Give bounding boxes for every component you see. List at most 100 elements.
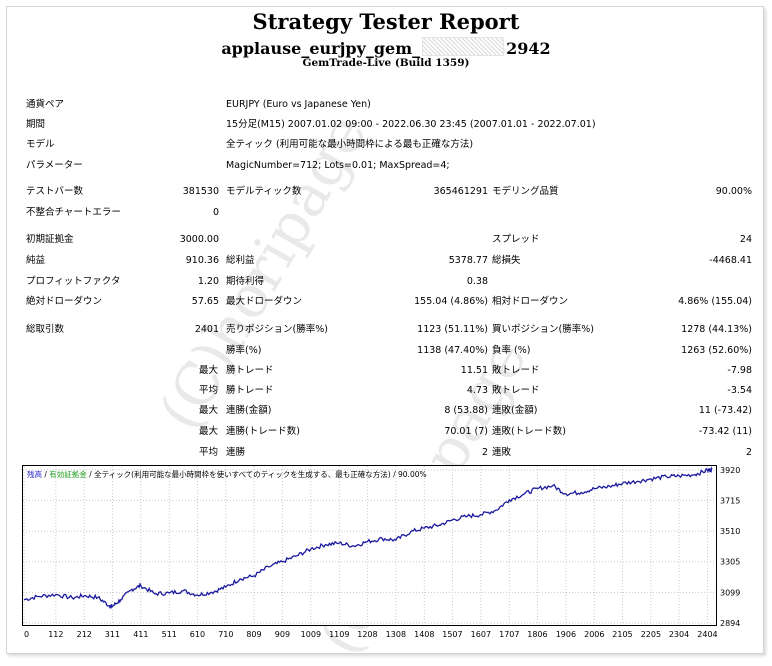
loss-rate-value: 1263 (52.60%) [681, 345, 752, 356]
win-rate-label: 勝率(%) [226, 345, 262, 356]
x-tick-label: 2205 [641, 630, 661, 639]
cons-losses-amount-label: 連敗(金額) [492, 405, 538, 416]
gross-profit-value: 5378.77 [448, 255, 488, 266]
avg-win-value: 4.73 [466, 385, 488, 396]
legend-model: 全ティック(利用可能な最小時間枠を使いすべてのティックを生成する、最も正確な方法… [94, 469, 391, 479]
period-value: 15分足(M15) 2007.01.02 09:00 - 2022.06.30 … [226, 119, 596, 130]
redaction-box [422, 37, 505, 56]
x-tick-label: 411 [133, 630, 148, 639]
relative-drawdown-value: 4.86% (155.04) [678, 296, 752, 307]
cons-losses-count-value: -73.42 (11) [698, 426, 752, 437]
legend-separator: / [42, 470, 49, 479]
x-tick-label: 2105 [612, 630, 632, 639]
x-tick-label: 1507 [442, 630, 462, 639]
x-tick-label: 1208 [357, 630, 377, 639]
avg-cons-wins-value: 2 [481, 447, 488, 458]
total-trades-value: 2401 [194, 324, 219, 335]
x-tick-label: 809 [246, 630, 261, 639]
x-tick-label: 1707 [499, 630, 519, 639]
x-tick-label: 311 [105, 630, 120, 639]
x-tick-label: 0 [24, 630, 29, 639]
loss-rate-label: 負率 (%) [492, 345, 531, 356]
net-profit-label: 純益 [26, 255, 46, 266]
cons-wins-amount-value: 8 (53.88) [444, 405, 488, 416]
balance-chart: 3920 3715 3510 3305 3099 2894 0 112 212 311 411 511… [22, 465, 740, 639]
plot-area [22, 465, 717, 626]
y-tick-label: 3305 [720, 558, 740, 567]
avg-cons-wins-label: 連勝 [226, 447, 246, 458]
max-drawdown-value: 155.04 (4.86%) [414, 296, 488, 307]
cons-losses-count-label: 連敗(トレード数) [492, 426, 566, 437]
x-tick-label: 511 [162, 630, 177, 639]
profit-factor-value: 1.20 [197, 276, 219, 287]
spread-value: 24 [739, 234, 752, 245]
x-tick-label: 1607 [471, 630, 491, 639]
symbol-value: EURJPY (Euro vs Japanese Yen) [226, 99, 371, 110]
x-tick-label: 2404 [697, 630, 717, 639]
average-prefix: 平均 [198, 447, 218, 458]
subtitle-suffix: 2942 [506, 39, 551, 58]
report-subtitle: applause_eurjpy_gem_ 2942 [0, 37, 772, 58]
gross-loss-label: 総損失 [492, 255, 521, 266]
avg-cons-losses-value: 2 [745, 447, 752, 458]
y-tick-label: 3715 [720, 497, 740, 506]
deposit-label: 初期証拠金 [26, 234, 74, 245]
long-positions-value: 1278 (44.13%) [681, 324, 752, 335]
mismatch-label: 不整合チャートエラー [26, 207, 121, 218]
y-tick-label: 2894 [720, 619, 740, 628]
gross-loss-value: -4468.41 [709, 255, 752, 266]
total-trades-label: 総取引数 [26, 324, 65, 335]
win-rate-value: 1138 (47.40%) [417, 345, 488, 356]
legend-equity: 有効証拠金 [49, 469, 87, 479]
legend-quality: 90.00% [398, 470, 427, 479]
max-prefix: 最大 [198, 426, 218, 437]
x-tick-label: 2304 [669, 630, 689, 639]
x-tick-label: 909 [275, 630, 290, 639]
short-positions-label: 売りポジション(勝率%) [226, 324, 328, 335]
absolute-drawdown-label: 絶対ドローダウン [26, 296, 103, 307]
gross-profit-label: 総利益 [226, 255, 255, 266]
legend-balance: 残高 [27, 469, 42, 479]
net-profit-value: 910.36 [185, 255, 219, 266]
x-tick-label: 1806 [527, 630, 547, 639]
bars-label: テストバー数 [26, 186, 84, 197]
x-tick-label: 1906 [556, 630, 576, 639]
x-tick-label: 710 [218, 630, 233, 639]
bars-value: 381530 [182, 186, 219, 197]
avg-win-label: 勝トレード [226, 385, 274, 396]
x-tick-label: 610 [190, 630, 205, 639]
deposit-value: 3000.00 [179, 234, 219, 245]
expected-payoff-value: 0.38 [466, 276, 488, 287]
profit-factor-label: プロフィットファクタ [26, 276, 121, 287]
params-label: パラメーター [26, 160, 83, 171]
x-tick-label: 1109 [329, 630, 349, 639]
params-value: MagicNumber=712; Lots=0.01; MaxSpread=4; [226, 160, 450, 171]
chart-grid [23, 466, 716, 625]
max-prefix: 最大 [198, 365, 218, 376]
period-label: 期間 [26, 119, 46, 130]
largest-loss-label: 敗トレード [492, 365, 540, 376]
average-prefix: 平均 [198, 385, 218, 396]
model-label: モデル [26, 139, 55, 150]
legend-separator: / [87, 470, 94, 479]
spread-label: スプレッド [492, 234, 540, 245]
long-positions-label: 買いポジション(勝率%) [492, 324, 594, 335]
symbol-label: 通貨ペア [26, 99, 65, 110]
cons-wins-count-value: 70.01 (7) [444, 426, 488, 437]
x-tick-label: 1408 [414, 630, 434, 639]
y-tick-label: 3099 [720, 588, 740, 597]
largest-loss-value: -7.98 [727, 365, 752, 376]
chart-legend: 残高 / 有効証拠金 / 全ティック(利用可能な最小時間枠を使いすべてのティック… [27, 469, 427, 479]
ticks-label: モデルティック数 [226, 186, 302, 197]
build-info: GemTrade-Live (Build 1359) [302, 57, 470, 69]
cons-wins-amount-label: 連勝(金額) [226, 405, 272, 416]
quality-label: モデリング品質 [492, 186, 559, 197]
cons-wins-count-label: 連勝(トレード数) [226, 426, 300, 437]
model-value: 全ティック (利用可能な最小時間枠による最も正確な方法) [226, 139, 474, 150]
short-positions-value: 1123 (51.11%) [417, 324, 488, 335]
absolute-drawdown-value: 57.65 [191, 296, 219, 307]
x-tick-label: 112 [48, 630, 63, 639]
cons-losses-amount-value: 11 (-73.42) [698, 405, 752, 416]
relative-drawdown-label: 相対ドローダウン [492, 296, 569, 307]
x-tick-label: 212 [77, 630, 92, 639]
